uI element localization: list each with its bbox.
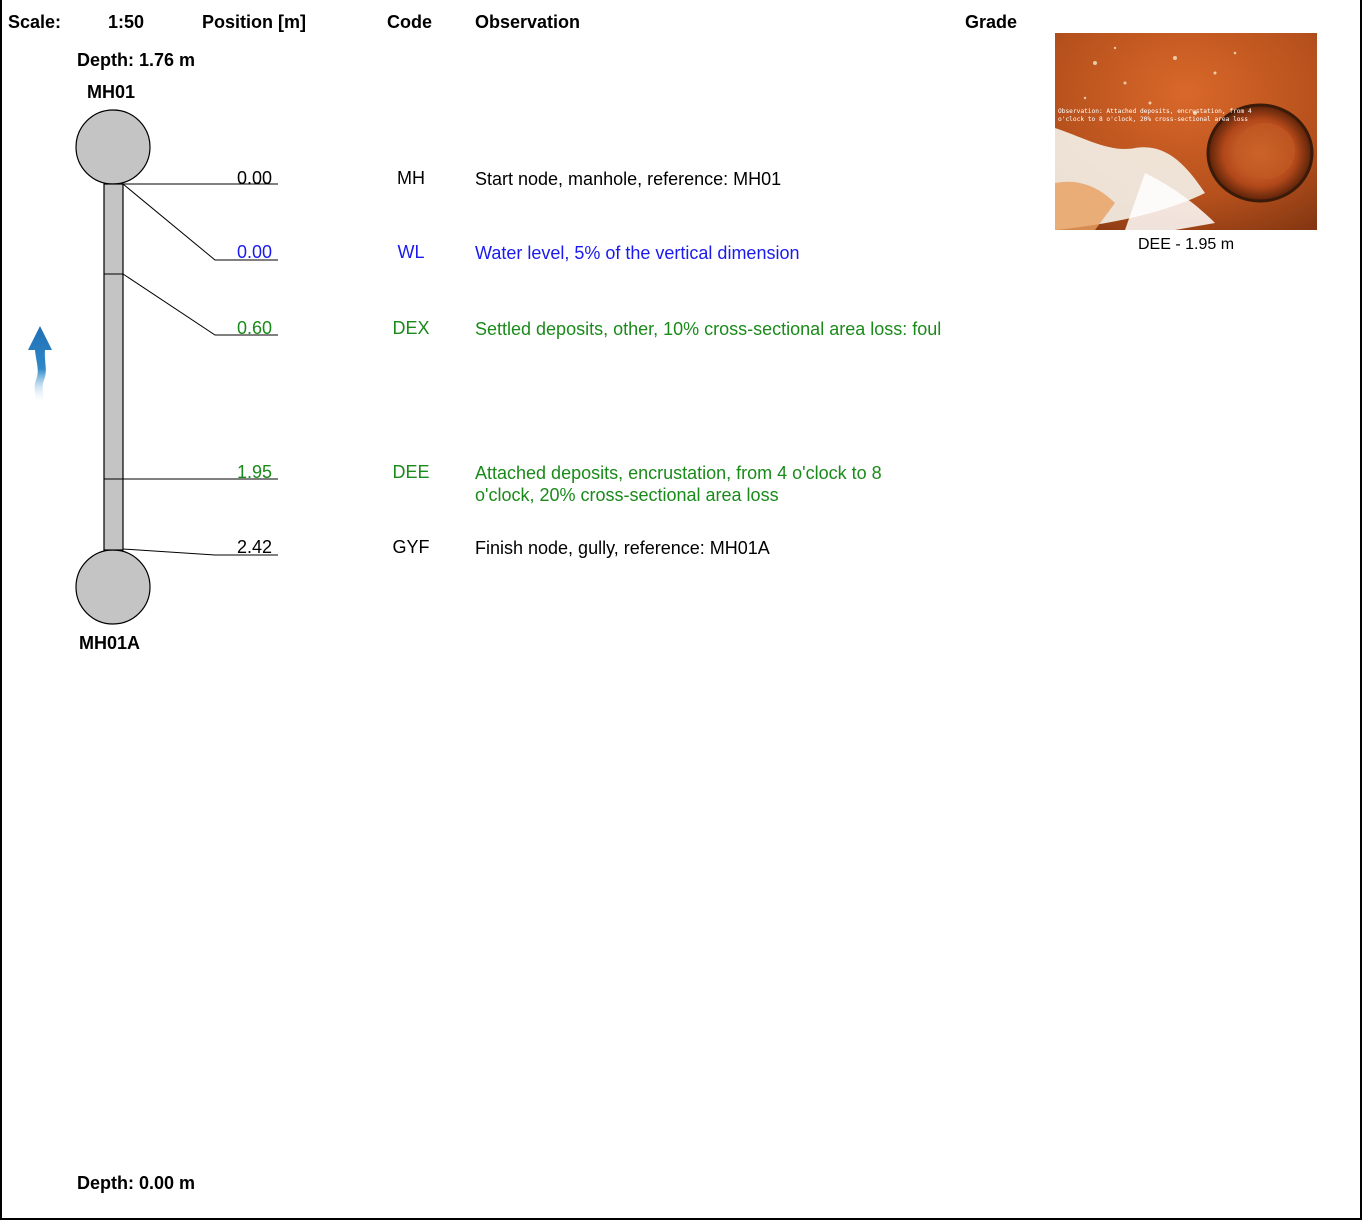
position-value: 0.60 bbox=[236, 318, 272, 338]
position-value: 1.95 bbox=[236, 462, 272, 482]
leader-line-gyf bbox=[122, 548, 278, 556]
pipe-body bbox=[103, 183, 124, 551]
finish-manhole-icon bbox=[75, 549, 151, 625]
observation-text: Start node, manhole, reference: MH01 bbox=[475, 169, 782, 189]
observation-text: Attached deposits, encrustation, from 4 … bbox=[475, 463, 882, 505]
position-value: 0.00 bbox=[236, 242, 272, 262]
photo-overlay-line-1: Observation: Attached deposits, encrusta… bbox=[1058, 108, 1252, 115]
position-value: 0.00 bbox=[236, 168, 272, 188]
start-depth: Depth: 1.76 m bbox=[77, 50, 196, 70]
upstream-arrow-icon bbox=[28, 326, 52, 404]
inspection-photo[interactable]: Observation: Attached deposits, encrusta… bbox=[1055, 33, 1317, 230]
photo-caption: DEE - 1.95 m bbox=[1137, 236, 1235, 253]
finish-node-name: MH01A bbox=[79, 633, 141, 653]
grade-header: Grade bbox=[965, 12, 1018, 32]
finish-depth: Depth: 0.00 m bbox=[77, 1173, 196, 1193]
position-header: Position [m] bbox=[202, 12, 306, 32]
position-value: 2.42 bbox=[236, 537, 272, 557]
code-header: Code bbox=[387, 12, 432, 32]
leader-line-dex bbox=[122, 273, 278, 336]
observation-header: Observation bbox=[475, 12, 581, 32]
observation-text: Water level, 5% of the vertical dimensio… bbox=[475, 243, 800, 263]
observation-text: Finish node, gully, reference: MH01A bbox=[475, 538, 770, 558]
code-value: GYF bbox=[392, 537, 430, 557]
scale-label: Scale: bbox=[8, 12, 62, 32]
start-node-name: MH01 bbox=[87, 82, 136, 102]
code-value: WL bbox=[397, 242, 425, 262]
leader-line-wl bbox=[122, 183, 278, 261]
observation-text: Settled deposits, other, 10% cross-secti… bbox=[475, 319, 942, 339]
scale-value: 1:50 bbox=[108, 12, 145, 32]
code-value: DEX bbox=[392, 318, 430, 338]
code-value: MH bbox=[397, 168, 425, 188]
start-manhole-icon bbox=[75, 109, 151, 185]
code-value: DEE bbox=[392, 462, 430, 482]
photo-overlay-line-2: o'clock to 8 o'clock, 20% cross-sectiona… bbox=[1058, 116, 1248, 123]
